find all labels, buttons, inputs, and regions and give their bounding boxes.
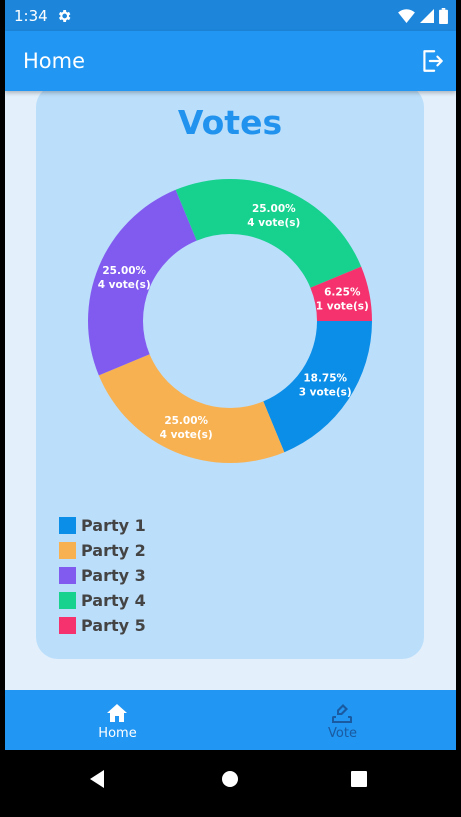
bottom-nav: Home Vote	[5, 690, 456, 750]
donut-slice-party-5	[310, 266, 372, 321]
slice-votes-label-4: 4 vote(s)	[247, 217, 300, 229]
recents-icon[interactable]	[347, 767, 371, 791]
slice-percent-label-4: 25.00%	[252, 203, 296, 215]
donut-slice-party-4	[175, 179, 362, 288]
nav-home-label: Home	[98, 726, 137, 741]
page-title: Home	[23, 49, 86, 73]
legend-label: Party 5	[81, 616, 146, 635]
donut-slice-party-3	[88, 189, 197, 376]
wifi-icon	[398, 9, 415, 23]
status-bar: 1:34	[5, 0, 456, 31]
legend-swatch	[59, 617, 76, 634]
app-bar: Home	[5, 31, 456, 91]
legend-swatch	[59, 542, 76, 559]
nav-vote[interactable]: Vote	[230, 690, 455, 750]
screen: 1:34 Home	[5, 0, 456, 750]
slice-percent-label-1: 18.75%	[303, 373, 347, 385]
legend-swatch	[59, 517, 76, 534]
vote-icon	[332, 704, 352, 723]
gear-icon	[58, 10, 71, 22]
slice-votes-label-2: 4 vote(s)	[160, 429, 213, 441]
slice-votes-label-1: 3 vote(s)	[299, 387, 352, 399]
nav-home[interactable]: Home	[5, 690, 230, 750]
legend-label: Party 4	[81, 591, 146, 610]
signal-icon	[420, 9, 434, 23]
legend-item-party-4: Party 4	[59, 588, 146, 613]
legend-item-party-5: Party 5	[59, 613, 146, 638]
legend-label: Party 3	[81, 566, 146, 585]
legend-item-party-2: Party 2	[59, 538, 146, 563]
slice-percent-label-3: 25.00%	[102, 265, 146, 277]
legend-label: Party 1	[81, 516, 146, 535]
home-icon	[107, 704, 127, 722]
system-nav-bar	[0, 750, 461, 817]
legend-swatch	[59, 567, 76, 584]
donut-slice-party-1	[263, 321, 372, 453]
nav-vote-label: Vote	[328, 726, 357, 741]
slice-votes-label-3: 4 vote(s)	[98, 279, 151, 291]
back-icon[interactable]	[86, 767, 110, 791]
legend-label: Party 2	[81, 541, 146, 560]
home-circle-icon[interactable]	[218, 767, 242, 791]
legend-swatch	[59, 592, 76, 609]
votes-donut-chart: 18.75% 3 vote(s) 25.00% 4 vote(s) 25.00% 4 vo…	[88, 179, 372, 463]
legend-item-party-3: Party 3	[59, 563, 146, 588]
slice-votes-label-5: 1 vote(s)	[316, 301, 369, 313]
slice-percent-label-5: 6.25%	[324, 287, 361, 299]
chart-legend: Party 1 Party 2 Party 3 Party 4 Party 5	[59, 513, 146, 638]
legend-item-party-1: Party 1	[59, 513, 146, 538]
donut-slice-party-2	[98, 354, 285, 463]
logout-icon	[423, 50, 443, 72]
status-icons	[398, 8, 448, 24]
logout-button[interactable]	[418, 47, 446, 75]
slice-percent-label-2: 25.00%	[164, 415, 208, 427]
votes-card: Votes 18.75% 3 vote(s) 25.00% 4 vote(s) 25.0…	[36, 85, 424, 659]
status-time: 1:34	[14, 7, 48, 25]
votes-title: Votes	[177, 103, 283, 142]
battery-icon	[439, 8, 448, 24]
